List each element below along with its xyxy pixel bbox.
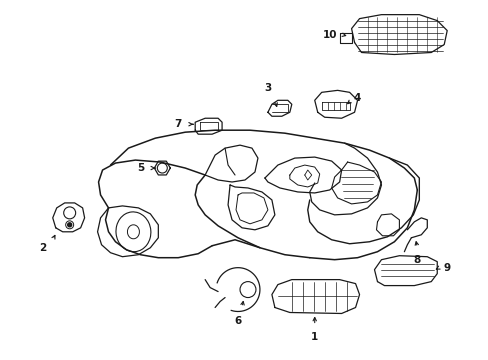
Text: 10: 10 [322,30,336,40]
Text: 7: 7 [174,119,182,129]
Text: 3: 3 [264,84,271,93]
Text: 2: 2 [39,243,46,253]
Text: 4: 4 [353,93,361,103]
Text: 5: 5 [137,163,144,173]
Text: 9: 9 [443,263,450,273]
Circle shape [67,223,72,227]
Text: 8: 8 [413,255,420,265]
Text: 6: 6 [234,316,241,327]
Text: 1: 1 [310,332,318,342]
